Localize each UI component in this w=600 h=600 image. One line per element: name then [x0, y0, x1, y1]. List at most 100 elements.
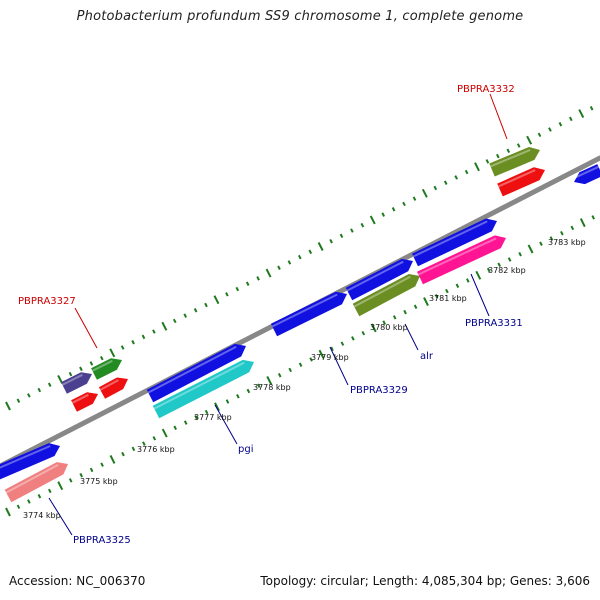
inner-tick-26: [277, 372, 282, 378]
kbp-label-3779: 3779 kbp: [311, 353, 349, 362]
gene-pgi-cyan[interactable]: [152, 359, 254, 419]
inner-tick-38: [403, 309, 407, 315]
inner-tick-12: [131, 446, 136, 452]
gene-3332-red[interactable]: [497, 167, 545, 197]
gene-3326[interactable]: [61, 372, 92, 394]
outer-tick-39: [412, 196, 417, 201]
outer-tick-25: [265, 268, 272, 278]
gene-3330-highlight: [346, 260, 404, 292]
outer-tick-14: [152, 329, 156, 334]
outer-tick-30: [317, 242, 324, 251]
inner-tick-42: [445, 288, 449, 294]
leader-PBPRA3331: [470, 273, 490, 317]
gene-3327-red-a[interactable]: [71, 392, 98, 412]
gene-3333[interactable]: [574, 164, 600, 185]
gene-3332-red-highlight: [497, 169, 536, 188]
inner-tick-18: [194, 415, 198, 420]
kbp-label-3780: 3780 kbp: [370, 323, 408, 332]
gene-3327-highlight: [91, 359, 113, 372]
outer-tick-42: [443, 180, 448, 185]
inner-tick-34: [361, 330, 366, 336]
outer-tick-26: [277, 265, 281, 270]
genome-stats-text: Topology: circular; Length: 4,085,304 bp…: [260, 574, 590, 588]
genome-title: Photobacterium profundum SS9 chromosome …: [76, 9, 524, 24]
gene-3325[interactable]: [4, 462, 68, 503]
gene-3327-red-a-highlight: [71, 393, 89, 404]
inner-tick-30: [318, 349, 325, 359]
outer-tick-46: [485, 159, 490, 164]
outer-tick-6: [68, 371, 73, 377]
gene-3331-blue[interactable]: [412, 218, 497, 267]
inner-tick-46: [486, 267, 491, 273]
outer-tick-40: [421, 188, 428, 198]
inner-tick-11: [121, 451, 125, 457]
outer-tick-10: [109, 348, 116, 358]
gene-3333-highlight: [572, 165, 599, 180]
inner-tick-2: [27, 499, 31, 504]
outer-tick-12: [131, 339, 135, 345]
inner-tick-4: [48, 488, 52, 494]
label-PBPRA3327: PBPRA3327: [18, 296, 76, 307]
leader-PBPRA3329: [329, 346, 349, 386]
inner-tick-20: [214, 402, 220, 412]
inner-tick-3: [37, 493, 42, 499]
kbp-label-3777: 3777 kbp: [194, 413, 232, 422]
outer-tick-15: [161, 321, 168, 331]
gene-3327[interactable]: [91, 358, 122, 380]
outer-tick-19: [204, 302, 208, 308]
outer-tick-37: [391, 207, 396, 212]
inner-tick-27: [288, 367, 292, 373]
outer-tick-56: [589, 106, 594, 111]
gene-3331[interactable]: [417, 235, 506, 285]
inner-tick-45: [475, 270, 482, 280]
gene-3326-highlight: [61, 373, 83, 386]
gene-3329[interactable]: [270, 291, 347, 337]
inner-tick-28: [298, 362, 303, 367]
kbp-label-3783: 3783 kbp: [548, 238, 586, 247]
outer-tick-11: [120, 345, 125, 350]
outer-tick-34: [360, 222, 365, 228]
outer-tick-31: [329, 238, 333, 244]
leader-PBPRA3332: [489, 93, 508, 140]
inner-tick-24: [257, 383, 261, 388]
outer-tick-43: [454, 175, 458, 180]
gene-pgi[interactable]: [146, 343, 246, 403]
inner-tick-1: [16, 504, 21, 509]
gene-3332[interactable]: [489, 147, 540, 177]
leader-PBPRA3327: [74, 307, 98, 349]
kbp-label-3778: 3778 kbp: [253, 383, 291, 392]
inner-tick-49: [518, 251, 522, 257]
gene-3327-red-b[interactable]: [98, 377, 128, 399]
gene-3329-highlight: [271, 293, 338, 328]
outer-tick-18: [193, 308, 198, 313]
outer-tick-20: [213, 295, 220, 305]
kbp-label-3775: 3775 kbp: [80, 477, 118, 486]
gene-alr[interactable]: [352, 274, 420, 317]
inner-tick-8: [89, 467, 94, 473]
leader-PBPRA3325: [48, 497, 73, 536]
inner-tick-23: [246, 388, 251, 394]
outer-tick-7: [79, 366, 83, 372]
inner-ticks: [5, 215, 595, 517]
inner-tick-33: [351, 336, 355, 341]
inner-tick-22: [236, 394, 240, 399]
outer-tick-44: [464, 169, 469, 175]
leader-alr: [404, 323, 419, 351]
outer-tick-54: [569, 116, 573, 122]
gene-features: [0, 147, 600, 503]
inner-tick-53: [560, 230, 564, 236]
label-leaders: [48, 93, 508, 536]
gene-3325-highlight: [5, 463, 59, 494]
outer-tick-49: [516, 143, 521, 148]
outer-tick-28: [298, 254, 302, 260]
inner-tick-43: [455, 283, 460, 289]
gene-3331-highlight: [417, 237, 497, 276]
inner-tick-21: [225, 399, 230, 404]
outer-tick-52: [548, 127, 552, 132]
inner-tick-50: [527, 244, 534, 254]
gene-3324[interactable]: [0, 443, 60, 482]
kbp-label-3774: 3774 kbp: [23, 511, 61, 520]
gene-3330[interactable]: [345, 258, 413, 301]
inner-tick-56: [591, 215, 595, 220]
